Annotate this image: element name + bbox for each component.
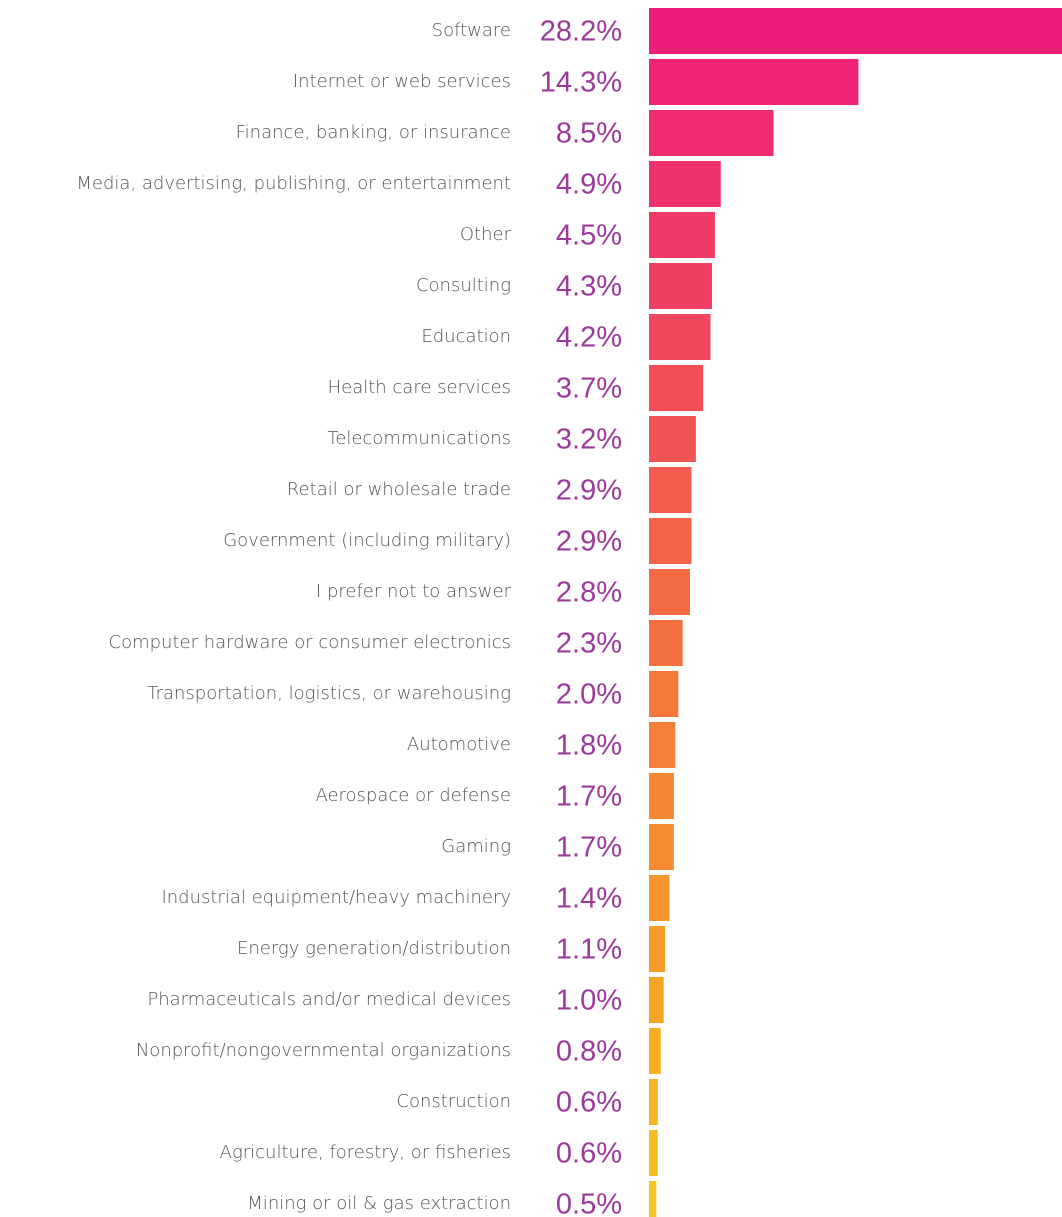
- value-label: 1.1%: [556, 934, 622, 966]
- bar: [649, 365, 704, 411]
- bar: [649, 59, 859, 105]
- bar: [649, 1130, 658, 1176]
- value-label: 4.3%: [556, 271, 622, 303]
- bar: [649, 773, 674, 819]
- bar: [649, 569, 691, 615]
- category-label: Finance, banking, or insurance: [236, 122, 511, 143]
- bar: [649, 722, 676, 768]
- value-label: 4.2%: [556, 322, 622, 354]
- value-label: 4.5%: [556, 220, 622, 252]
- value-label: 2.3%: [556, 628, 622, 660]
- bar: [649, 875, 670, 921]
- category-label: Consulting: [416, 275, 511, 296]
- value-label: 0.6%: [556, 1138, 622, 1170]
- value-label: 2.0%: [556, 679, 622, 711]
- bar: [649, 926, 666, 972]
- category-label: Media, advertising, publishing, or enter…: [76, 173, 511, 194]
- value-label: 1.8%: [556, 730, 622, 762]
- value-label: 2.9%: [556, 526, 622, 558]
- value-label: 14.3%: [540, 67, 622, 99]
- category-label: Government (including military): [223, 530, 511, 551]
- value-label: 8.5%: [556, 118, 622, 150]
- bar: [649, 263, 712, 309]
- bar: [649, 1181, 657, 1217]
- category-label: Nonprofit/nongovernmental organizations: [136, 1040, 511, 1061]
- category-label: Industrial equipment/heavy machinery: [161, 887, 511, 908]
- bar: [649, 161, 721, 207]
- bar: [649, 110, 774, 156]
- value-label: 3.7%: [556, 373, 622, 405]
- bar: [649, 1079, 658, 1125]
- category-label: Agriculture, forestry, or fisheries: [220, 1142, 511, 1163]
- bar: [649, 620, 683, 666]
- value-label: 1.4%: [556, 883, 622, 915]
- category-label: Software: [432, 20, 511, 41]
- value-label: 1.7%: [556, 781, 622, 813]
- category-label: Transportation, logistics, or warehousin…: [147, 683, 511, 704]
- value-label: 1.7%: [556, 832, 622, 864]
- value-label: 1.0%: [556, 985, 622, 1017]
- category-label: Automotive: [407, 734, 511, 755]
- category-label: Health care services: [328, 377, 511, 398]
- value-label: 0.8%: [556, 1036, 622, 1068]
- category-label: Energy generation/distribution: [237, 938, 511, 959]
- category-label: Other: [460, 224, 512, 245]
- bar: [649, 314, 711, 360]
- category-label: I prefer not to answer: [316, 581, 512, 602]
- bar: [649, 1028, 661, 1074]
- value-label: 2.9%: [556, 475, 622, 507]
- bar: [649, 416, 696, 462]
- category-label: Internet or web services: [293, 71, 511, 92]
- category-label: Gaming: [441, 836, 511, 857]
- category-label: Education: [421, 326, 511, 347]
- value-label: 0.5%: [556, 1189, 622, 1217]
- bar: [649, 671, 679, 717]
- bar: [649, 518, 692, 564]
- bar: [649, 824, 674, 870]
- category-label: Aerospace or defense: [315, 785, 511, 806]
- value-label: 3.2%: [556, 424, 622, 456]
- bar: [649, 212, 715, 258]
- value-label: 4.9%: [556, 169, 622, 201]
- category-label: Telecommunications: [327, 428, 511, 449]
- bar: [649, 8, 1062, 54]
- category-label: Mining or oil & gas extraction: [247, 1193, 511, 1214]
- category-label: Construction: [396, 1091, 511, 1112]
- bar: [649, 977, 664, 1023]
- category-label: Retail or wholesale trade: [287, 479, 511, 500]
- bar: [649, 467, 692, 513]
- value-label: 2.8%: [556, 577, 622, 609]
- value-label: 0.6%: [556, 1087, 622, 1119]
- value-label: 28.2%: [540, 16, 622, 48]
- category-label: Computer hardware or consumer electronic…: [109, 632, 511, 653]
- category-label: Pharmaceuticals and/or medical devices: [147, 989, 511, 1010]
